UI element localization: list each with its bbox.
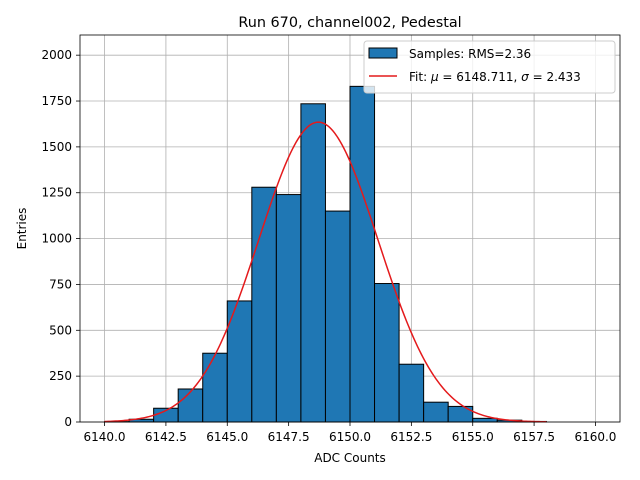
histogram-bar [300,103,326,423]
y-tick-label: 750 [49,277,72,291]
legend-histogram-label: Samples: RMS=2.36 [409,47,531,61]
x-tick-label: 6145.0 [206,430,248,444]
legend-fit-mu-symbol: μ [430,70,439,84]
chart-title: Run 670, channel002, Pedestal [238,15,461,31]
histogram-bar [177,388,204,423]
y-tick-label: 1750 [41,94,72,108]
histogram-bar [472,417,498,423]
x-tick-label: 6150.0 [329,430,371,444]
x-tick-label: 6152.5 [390,430,432,444]
x-tick-label: 6155.0 [452,430,494,444]
legend-fit-prefix: Fit: [409,70,431,84]
histogram-bar [374,283,400,423]
y-axis-ticks: 0 250 500 750 1000 1250 1500 1750 2000 [41,48,80,429]
x-tick-label: 6147.5 [268,430,310,444]
histogram-bar [398,363,425,423]
x-tick-label: 6142.5 [145,430,187,444]
x-tick-label: 6157.5 [513,430,555,444]
y-tick-label: 2000 [41,48,72,62]
legend-box [363,40,616,94]
legend: Samples: RMS=2.36 Fit: μ = 6148.711, σ =… [363,40,616,94]
histogram-bar [226,300,253,423]
histogram-bar [324,210,351,423]
x-tick-label: 6140.0 [84,430,126,444]
legend-fit-label: Fit: μ = 6148.711, σ = 2.433 [409,70,581,84]
y-tick-label: 1250 [41,186,72,200]
legend-fit-sigma-value: = 2.433 [529,70,581,84]
histogram-bar [423,401,449,423]
histogram-bar [202,352,228,423]
x-axis-ticks: 6140.0 6142.5 6145.0 6147.5 6150.0 6152.5 6155… [84,422,616,444]
y-tick-label: 1000 [41,232,72,246]
x-axis-label: ADC Counts [314,451,386,465]
y-axis-label: Entries [15,208,29,250]
legend-fit-sigma-symbol: σ [521,70,529,84]
y-tick-label: 500 [49,323,72,337]
histogram-bar [275,194,302,423]
y-tick-label: 0 [64,415,72,429]
histogram-bar [349,85,376,423]
fit-curve [104,121,547,423]
y-tick-label: 250 [49,369,72,383]
y-tick-label: 1500 [41,140,72,154]
histogram-bars [104,85,547,423]
x-tick-label: 6160.0 [574,430,616,444]
legend-histogram-swatch [368,47,398,59]
legend-fit-mu-value: = 6148.711, [439,70,522,84]
